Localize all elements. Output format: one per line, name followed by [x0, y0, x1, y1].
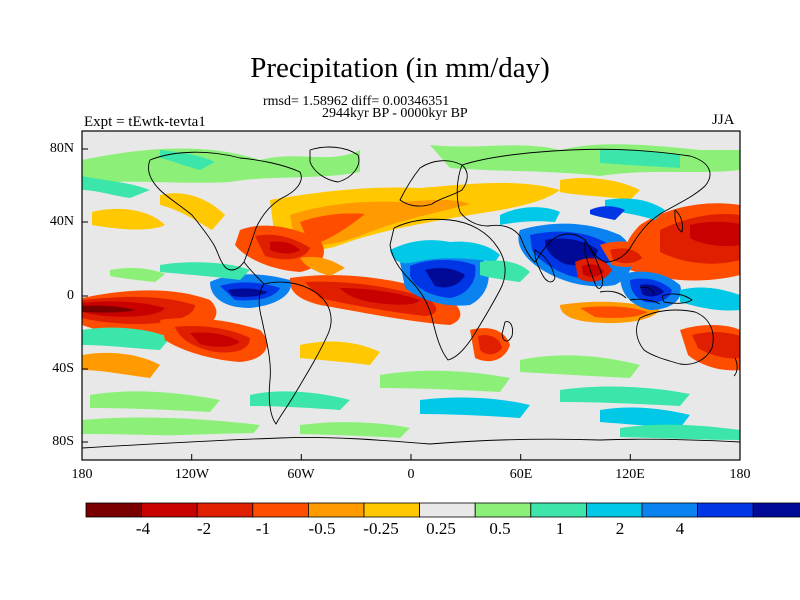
experiment-label: Expt = tEwtk-tevta1 — [84, 114, 206, 130]
colorbar-label: -4 — [135, 519, 151, 538]
season-label: JJA — [712, 112, 735, 128]
colorbar-swatch — [641, 502, 698, 518]
south-pacific — [82, 318, 350, 438]
lat-label-eq: 0 — [67, 288, 74, 303]
colorbar-label: 0.25 — [426, 519, 456, 538]
colorbar-swatch — [196, 502, 254, 518]
precipitation-field — [82, 131, 740, 460]
colorbar-label: 1 — [555, 519, 565, 538]
lon-label-180e: 180 — [729, 467, 751, 482]
pacific-red-north — [624, 203, 740, 281]
colorbar-label: -1 — [255, 519, 271, 538]
colorbar-label: 4 — [675, 519, 685, 538]
colorbar-label: 2 — [615, 519, 625, 538]
lat-label-40s: 40S — [52, 361, 74, 376]
lon-label-180w: 180 — [71, 467, 93, 482]
colorbar-swatch — [363, 502, 420, 518]
africa-blue — [390, 240, 530, 306]
lon-label-120w: 120W — [174, 467, 210, 482]
colorbar-swatch — [419, 502, 476, 518]
lon-label-60e: 60E — [509, 467, 533, 482]
lon-label-60w: 60W — [287, 467, 315, 482]
colorbar-swatch — [586, 502, 643, 518]
colorbar-swatch — [85, 502, 142, 518]
colorbar-label: 0.5 — [489, 519, 511, 538]
period-label: 2944kyr BP - 0000kyr BP — [322, 106, 468, 121]
colorbar-label: -0.25 — [363, 519, 399, 538]
colorbar — [85, 502, 800, 518]
colorbar-swatch — [141, 502, 198, 518]
south-ocean — [300, 325, 740, 428]
caribbean-red — [235, 225, 324, 272]
lat-label-80s: 80S — [52, 434, 74, 449]
colorbar-swatch — [474, 502, 532, 518]
lon-label-120e: 120E — [615, 467, 645, 482]
north-dry-band — [92, 178, 640, 251]
coastlines — [82, 146, 740, 449]
colorbar-swatch — [530, 502, 587, 518]
colorbar-swatch — [697, 502, 754, 518]
colorbar-label: -0.5 — [308, 519, 336, 538]
indonesia-red — [560, 241, 660, 324]
stats-line: rmsd= 1.58962 diff= 0.00346351 — [263, 94, 450, 109]
colorbar-swatch — [752, 502, 800, 518]
colorbar-label: -2 — [196, 519, 212, 538]
colorbar-swatch — [307, 502, 365, 518]
lat-label-80n: 80N — [49, 141, 74, 156]
arctic-band — [82, 144, 740, 198]
map-title: Precipitation (in mm/day) — [250, 52, 550, 84]
colorbar-swatch — [252, 502, 309, 518]
axis-ticks — [81, 148, 741, 460]
lat-label-40n: 40N — [49, 214, 74, 229]
lon-label-0: 0 — [407, 467, 415, 482]
